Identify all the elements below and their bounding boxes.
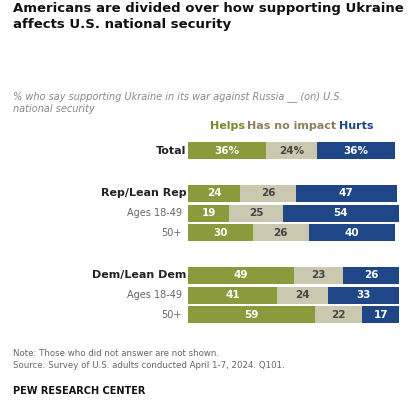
Text: 17: 17 <box>373 310 388 320</box>
Bar <box>283 204 399 222</box>
Bar <box>266 142 317 159</box>
Text: 26: 26 <box>364 270 378 280</box>
Text: 54: 54 <box>333 208 348 218</box>
Bar <box>317 142 395 159</box>
Bar <box>315 306 362 323</box>
Text: 24: 24 <box>207 188 221 198</box>
Text: Note: Those who did not answer are not shown.
Source: Survey of U.S. adults cond: Note: Those who did not answer are not s… <box>13 349 284 370</box>
Text: 26: 26 <box>273 228 288 238</box>
Bar <box>229 204 283 222</box>
Bar <box>309 224 395 241</box>
Text: Americans are divided over how supporting Ukraine
affects U.S. national security: Americans are divided over how supportin… <box>13 2 403 31</box>
Text: 19: 19 <box>202 208 216 218</box>
Bar <box>362 306 399 323</box>
Text: 26: 26 <box>261 188 275 198</box>
Bar <box>294 267 343 284</box>
Text: Ages 18-49: Ages 18-49 <box>127 208 182 218</box>
Text: 22: 22 <box>331 310 346 320</box>
Text: 50+: 50+ <box>162 228 182 238</box>
Bar <box>253 224 309 241</box>
Text: 36%: 36% <box>344 146 368 156</box>
Text: 41: 41 <box>225 290 240 300</box>
Text: 59: 59 <box>244 310 259 320</box>
Text: 25: 25 <box>249 208 263 218</box>
Text: 33: 33 <box>356 290 371 300</box>
Text: Ages 18-49: Ages 18-49 <box>127 290 182 300</box>
Bar <box>343 267 399 284</box>
Text: Rep/Lean Rep: Rep/Lean Rep <box>101 188 186 198</box>
Text: 50+: 50+ <box>162 310 182 320</box>
Bar <box>189 267 294 284</box>
Text: PEW RESEARCH CENTER: PEW RESEARCH CENTER <box>13 386 145 396</box>
Bar <box>189 287 276 304</box>
Text: 36%: 36% <box>215 146 240 156</box>
Text: 23: 23 <box>311 270 326 280</box>
Text: Helps: Helps <box>210 121 244 131</box>
Text: 47: 47 <box>339 188 354 198</box>
Text: 24: 24 <box>295 290 310 300</box>
Bar <box>296 185 397 202</box>
Text: % who say supporting Ukraine in its war against Russia __ (on) U.S.
national sec: % who say supporting Ukraine in its war … <box>13 91 342 114</box>
Bar <box>189 204 229 222</box>
Text: 49: 49 <box>234 270 248 280</box>
Bar <box>189 142 266 159</box>
Bar <box>189 306 315 323</box>
Text: Hurts: Hurts <box>339 121 373 131</box>
Text: Has no impact: Has no impact <box>247 121 336 131</box>
Bar <box>328 287 399 304</box>
Bar <box>240 185 296 202</box>
Text: 40: 40 <box>344 228 359 238</box>
Bar <box>276 287 328 304</box>
Text: Dem/Lean Dem: Dem/Lean Dem <box>92 270 186 280</box>
Bar <box>189 185 240 202</box>
Bar <box>189 224 253 241</box>
Text: Total: Total <box>156 146 186 156</box>
Text: 24%: 24% <box>279 146 304 156</box>
Text: 30: 30 <box>213 228 228 238</box>
